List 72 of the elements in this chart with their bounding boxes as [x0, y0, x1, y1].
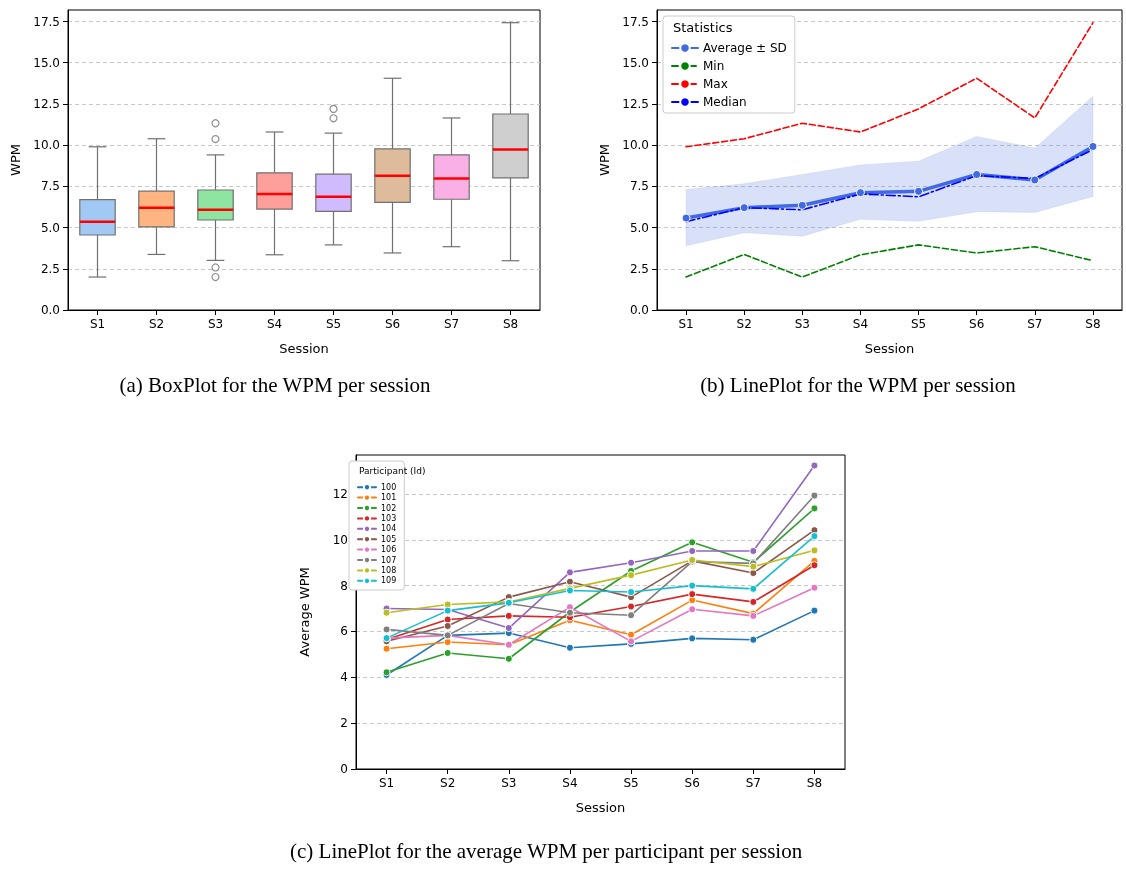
y-tick-label: 12.5 — [622, 96, 649, 111]
legend-label: 105 — [381, 534, 397, 544]
legend-label: 106 — [381, 545, 397, 555]
x-tick-label: S2 — [148, 317, 165, 331]
legend-label: Median — [703, 95, 747, 109]
legend-title: Participant (Id) — [359, 465, 426, 476]
legend-label: 109 — [381, 576, 397, 586]
y-tick-label: 15.0 — [622, 55, 649, 70]
x-tick-label: S4 — [562, 776, 578, 790]
y-tick-label: 10.0 — [33, 138, 60, 153]
x-axis-title: Session — [864, 341, 915, 356]
y-tick-label: 0.0 — [629, 303, 649, 317]
legend-label: 103 — [381, 513, 397, 523]
y-tick-label: 0.0 — [40, 303, 60, 317]
x-tick-label: S7 — [443, 317, 460, 331]
y-tick-label: 0 — [340, 762, 348, 776]
x-axis-title: Session — [575, 800, 626, 815]
x-tick-label: S1 — [678, 317, 694, 331]
y-tick-label: 6 — [340, 624, 348, 639]
legend-label: Average ± SD — [703, 41, 787, 55]
y-tick-label: 8 — [340, 578, 348, 593]
legend-label: 104 — [381, 524, 397, 534]
x-tick-label: S5 — [623, 776, 639, 790]
y-axis-title: Average WPM — [297, 567, 312, 657]
y-tick-label: 12 — [332, 486, 348, 501]
y-tick-label: 17.5 — [622, 14, 649, 29]
y-tick-label: 10 — [332, 532, 348, 547]
x-tick-label: S6 — [384, 317, 401, 331]
x-tick-label: S2 — [440, 776, 456, 790]
y-tick-label: 7.5 — [629, 179, 649, 194]
legend-label: 107 — [381, 555, 397, 565]
x-tick-label: S5 — [325, 317, 342, 331]
x-tick-label: S5 — [910, 317, 927, 331]
x-tick-label: S8 — [1085, 317, 1101, 331]
x-tick-label: S1 — [89, 317, 106, 331]
x-tick-label: S6 — [684, 776, 700, 790]
x-tick-label: S3 — [794, 317, 810, 331]
legend-label: 101 — [381, 493, 397, 503]
x-tick-label: S7 — [745, 776, 761, 790]
y-tick-label: 12.5 — [33, 96, 60, 111]
y-tick-label: 2.5 — [629, 261, 649, 276]
x-tick-label: S8 — [502, 317, 519, 331]
y-tick-label: 15.0 — [33, 55, 60, 70]
x-tick-label: S6 — [969, 317, 985, 331]
legend-label: 100 — [381, 482, 397, 492]
legend-label: Max — [703, 77, 728, 91]
y-tick-label: 5.0 — [40, 220, 60, 235]
x-tick-label: S2 — [736, 317, 752, 331]
y-axis-title: WPM — [597, 144, 613, 176]
legend-label: 102 — [381, 503, 397, 513]
x-tick-label: S3 — [501, 776, 517, 790]
x-tick-label: S4 — [266, 317, 283, 331]
x-tick-label: S4 — [852, 317, 869, 331]
legend-label: Min — [703, 59, 725, 73]
x-axis-title: Session — [279, 341, 329, 356]
text: (c) LinePlot for the average WPM per participant per session — [289, 838, 804, 865]
x-tick-label: S1 — [378, 776, 395, 790]
x-tick-label: S8 — [806, 776, 823, 790]
y-tick-label: 17.5 — [33, 14, 60, 29]
y-tick-label: 2 — [340, 716, 348, 731]
x-tick-label: S7 — [1027, 317, 1043, 331]
text: (a) BoxPlot for the WPM per session — [118, 372, 432, 399]
text: (b) LinePlot for the WPM per session — [699, 372, 1017, 399]
y-tick-label: 10.0 — [622, 138, 649, 153]
y-tick-label: 2.5 — [40, 261, 60, 276]
y-tick-label: 7.5 — [40, 179, 60, 194]
y-tick-label: 5.0 — [629, 220, 649, 235]
legend-title: Statistics — [673, 20, 733, 35]
legend-label: 108 — [381, 565, 397, 575]
y-axis-title: WPM — [8, 144, 24, 176]
y-tick-label: 4 — [340, 670, 348, 685]
x-tick-label: S3 — [207, 317, 224, 331]
